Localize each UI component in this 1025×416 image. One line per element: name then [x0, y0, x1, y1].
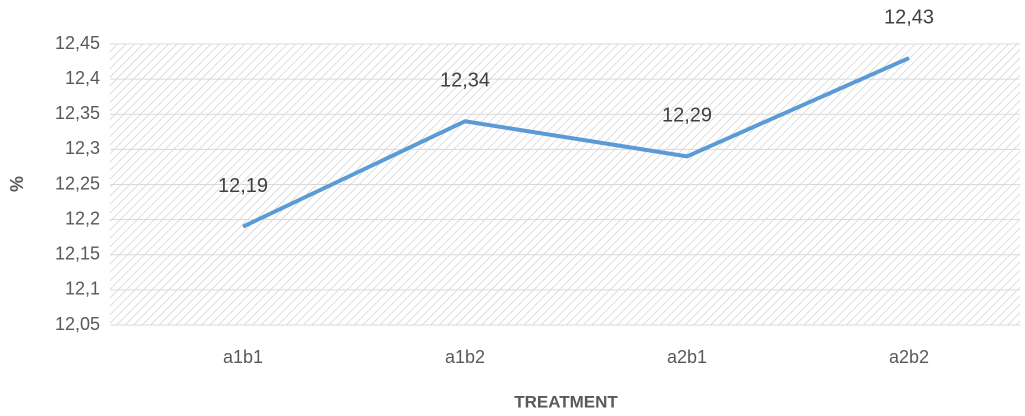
y-tick-label: 12,1 — [65, 279, 100, 299]
y-tick-label: 12,2 — [65, 208, 100, 228]
y-axis-label: % — [7, 176, 27, 192]
y-tick-label: 12,45 — [55, 33, 100, 53]
y-tick-label: 12,4 — [65, 68, 100, 88]
y-tick-label: 12,15 — [55, 244, 100, 264]
data-label: 12,29 — [662, 105, 712, 127]
y-tick-label: 12,05 — [55, 314, 100, 334]
x-tick-label: a1b2 — [445, 347, 485, 367]
data-label: 12,19 — [218, 175, 268, 197]
data-label: 12,43 — [884, 6, 934, 28]
y-tick-label: 12,25 — [55, 173, 100, 193]
x-tick-label: a2b1 — [667, 347, 707, 367]
line — [242, 56, 910, 229]
data-label: 12,34 — [440, 70, 490, 92]
y-tick-label: 12,35 — [55, 103, 100, 123]
x-tick-label: a1b1 — [223, 347, 263, 367]
x-tick-label: a2b2 — [889, 347, 929, 367]
y-tick-label: 12,3 — [65, 138, 100, 158]
x-axis-label: TREATMENT — [514, 392, 618, 411]
